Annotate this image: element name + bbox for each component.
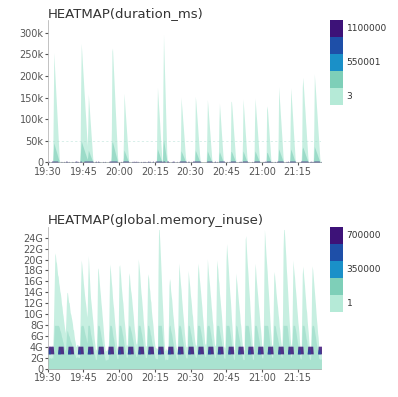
FancyBboxPatch shape bbox=[330, 261, 343, 278]
FancyBboxPatch shape bbox=[330, 278, 343, 295]
Text: 1100000: 1100000 bbox=[347, 24, 387, 33]
FancyBboxPatch shape bbox=[330, 20, 343, 37]
FancyBboxPatch shape bbox=[330, 71, 343, 88]
Text: 3: 3 bbox=[347, 93, 353, 101]
Text: 700000: 700000 bbox=[347, 231, 381, 240]
FancyBboxPatch shape bbox=[330, 54, 343, 71]
Text: 350000: 350000 bbox=[347, 265, 381, 274]
Text: 1: 1 bbox=[347, 299, 353, 308]
FancyBboxPatch shape bbox=[330, 227, 343, 244]
Text: 550001: 550001 bbox=[347, 58, 381, 67]
FancyBboxPatch shape bbox=[330, 88, 343, 106]
FancyBboxPatch shape bbox=[330, 295, 343, 312]
FancyBboxPatch shape bbox=[330, 37, 343, 54]
Text: HEATMAP(global.memory_inuse): HEATMAP(global.memory_inuse) bbox=[48, 214, 264, 227]
FancyBboxPatch shape bbox=[330, 244, 343, 261]
Text: HEATMAP(duration_ms): HEATMAP(duration_ms) bbox=[48, 7, 203, 20]
